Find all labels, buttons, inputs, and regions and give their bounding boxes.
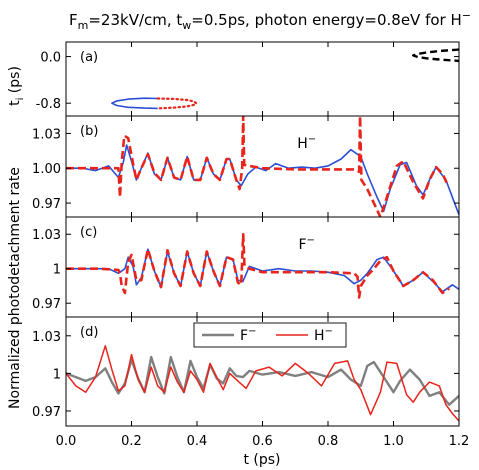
panel-a-series-dashed-black (412, 48, 459, 63)
y-tick-label: 1.03 (32, 127, 61, 142)
figure-title: Fm=23kV/cm, tw=0.5ps, photon energy=0.8e… (69, 9, 471, 32)
panel-annotation: F− (298, 235, 314, 253)
y-tick-label: 1.03 (32, 228, 61, 243)
y-tick-label: 1 (53, 367, 61, 382)
panel-label: (c) (80, 225, 97, 240)
panel-annotation: H− (297, 134, 316, 152)
panel-a-ylabel: ti (ps) (7, 66, 26, 106)
x-tick-label: 0.8 (318, 434, 339, 449)
panel-label: (d) (80, 325, 98, 340)
y-tick-label: 0.97 (32, 405, 61, 420)
y-tick-label: 0.97 (32, 197, 61, 212)
x-tick-label: 0.6 (252, 434, 273, 449)
panel-a-series-solid-blue (111, 97, 158, 110)
panel-d-series-solid-red (66, 345, 459, 422)
y-tick-label: 1.00 (32, 162, 61, 177)
x-tick-label: 0.4 (187, 434, 208, 449)
panel-c-series-dashed-red (66, 232, 450, 299)
x-tick-label: 1.0 (383, 434, 404, 449)
panel-a: 0.0 -0.8 (a) (36, 41, 460, 117)
panel-label: (b) (80, 124, 98, 139)
legend-label: F− (240, 326, 256, 344)
x-tick-label: 0.0 (56, 434, 77, 449)
y-tick-label: 1 (53, 263, 61, 278)
panel-c: 1.03 1 0.97 (c) F− (32, 216, 460, 318)
x-axis-label: t (ps) (243, 452, 280, 468)
panel-label: (a) (80, 50, 98, 65)
y-tick-label: -0.8 (36, 97, 61, 112)
panel-b-series-solid-blue (66, 144, 459, 215)
panel-b-series-dashed-red (66, 116, 449, 217)
panel-b: 1.03 1.00 0.97 (b) H− (32, 115, 460, 218)
panel-d: 1.03 1 0.97 (d) F− H− 0.0 0.2 0.4 0.6 0.8 1.0 1.2 (32, 316, 470, 449)
x-tick-label: 0.2 (121, 434, 142, 449)
legend-label: H− (314, 326, 333, 344)
panel-a-frame (65, 41, 460, 117)
y-tick-label: 0.0 (40, 51, 61, 66)
legend: F− H− (193, 322, 347, 348)
panel-a-series-dotted-red (156, 97, 198, 110)
panel-d-series-solid-gray (66, 355, 459, 406)
x-tick-label: 1.2 (449, 434, 470, 449)
y-tick-label: 0.97 (32, 297, 61, 312)
shared-ylabel: Normalized photodetachment rate (7, 167, 23, 409)
panels: 0.0 -0.8 (a) 1.03 1.00 0.97 (b) H− 1.03 1 0.97 (c) F… (32, 41, 470, 449)
y-tick-label: 1.03 (32, 330, 61, 345)
